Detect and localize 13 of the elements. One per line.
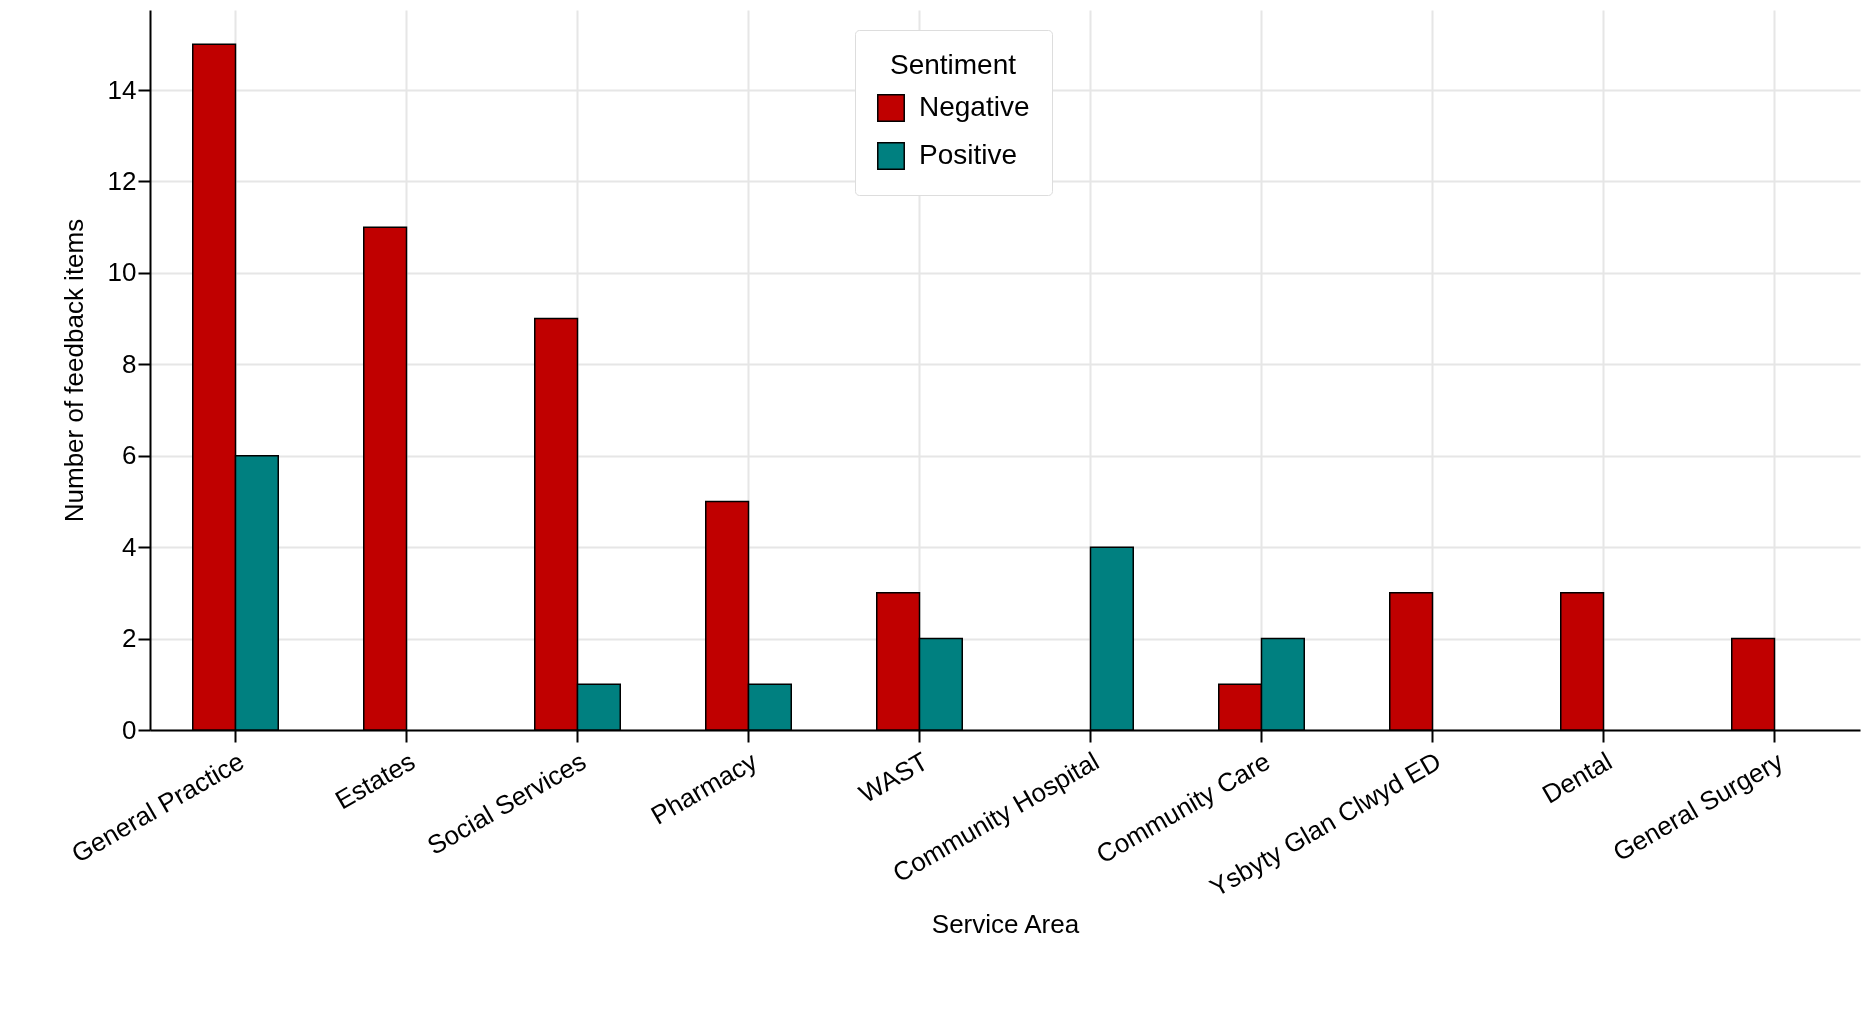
y-tick-label: 4 <box>122 531 137 562</box>
y-tick-label: 14 <box>107 74 137 105</box>
y-tick-label: 0 <box>122 714 137 745</box>
legend-title: Sentiment <box>889 49 1017 80</box>
legend-label: Negative <box>919 91 1030 122</box>
y-tick-label: 2 <box>122 623 137 654</box>
legend-label: Positive <box>919 139 1018 170</box>
x-axis-title: Service Area <box>931 908 1080 939</box>
y-tick-label: 6 <box>122 440 137 471</box>
y-tick-label: 8 <box>122 348 137 379</box>
y-tick-label: 12 <box>107 165 137 196</box>
y-tick-label: 10 <box>107 257 137 288</box>
y-axis-title: Number of feedback items <box>58 218 89 523</box>
